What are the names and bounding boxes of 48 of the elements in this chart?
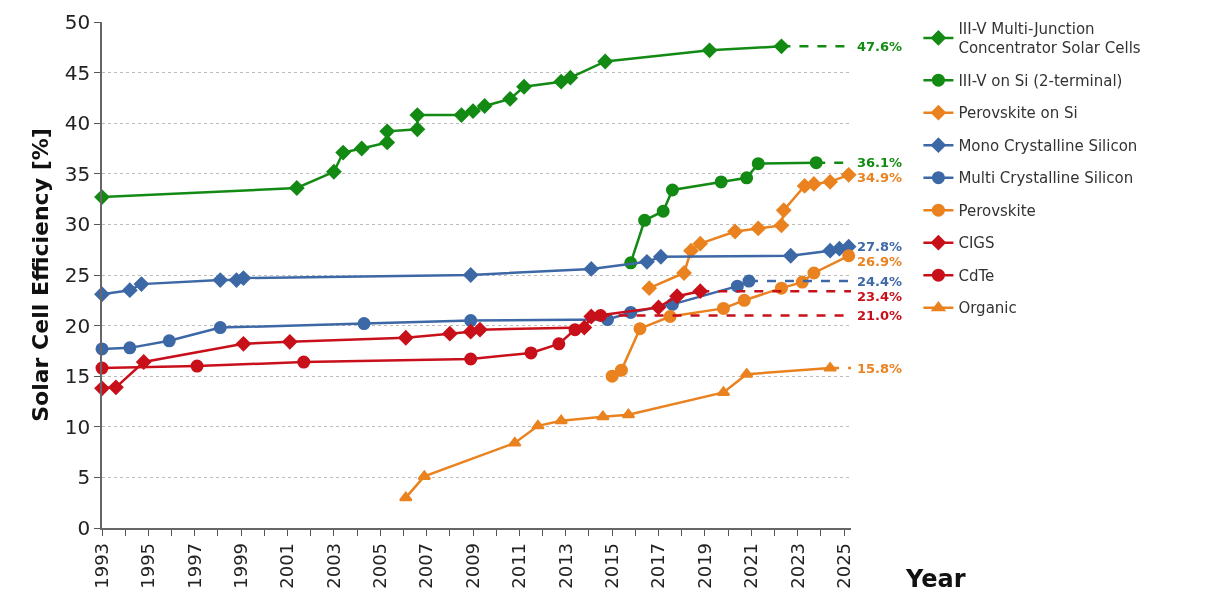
data-label: 26.9%: [857, 254, 903, 269]
x-axis-title: Year: [905, 565, 966, 593]
y-tick-label: 35: [64, 161, 91, 186]
data-label: 15.8%: [857, 361, 903, 376]
x-tick-label: 2009: [461, 542, 483, 589]
y-tick-label: 10: [64, 414, 91, 439]
y-tick-label: 5: [77, 465, 91, 490]
data-label: 34.9%: [857, 170, 903, 185]
data-label: 36.1%: [857, 155, 903, 170]
x-tick-label: 2013: [554, 542, 576, 589]
data-label: 27.8%: [857, 239, 903, 254]
data-label: 21.0%: [857, 308, 903, 323]
data-label: 47.6%: [857, 39, 903, 54]
x-tick-label: 2005: [369, 542, 391, 589]
x-tick-label: 1997: [183, 542, 205, 589]
x-tick-label: 2021: [740, 542, 762, 589]
y-tick-label: 20: [64, 313, 91, 338]
legend-label: III-V Multi-Junction Concentrator Solar Cells: [958, 19, 1141, 58]
legend-label: Perovskite: [958, 201, 1036, 220]
x-tick-label: 2017: [647, 542, 669, 589]
legend-label: Organic: [958, 299, 1017, 318]
legend-label: CIGS: [958, 234, 995, 253]
x-tick-label: 1993: [90, 542, 112, 589]
x-tick-label: 2015: [601, 542, 622, 589]
x-tick-label: 2003: [322, 542, 344, 589]
x-tick-label: 2007: [415, 542, 437, 589]
data-label: 23.4%: [857, 289, 903, 304]
x-tick-label: 2001: [276, 542, 298, 589]
data-label: 24.4%: [857, 274, 903, 289]
y-tick-label: 15: [64, 364, 91, 389]
y-tick-label: 25: [64, 263, 91, 287]
y-tick-label: 40: [64, 111, 91, 136]
legend-label: Multi Crystalline Silicon: [958, 169, 1134, 188]
y-tick-label: 50: [64, 10, 91, 34]
legend-label: Perovskite on Si: [958, 104, 1078, 123]
legend-label: Mono Crystalline Silicon: [958, 136, 1138, 155]
legend-label: CdTe: [958, 266, 995, 285]
y-axis-title: Solar Cell Efficiency [%]: [28, 128, 54, 422]
x-tick-label: 2011: [508, 542, 530, 589]
y-tick-label: 45: [64, 60, 91, 85]
x-tick-label: 2025: [832, 542, 854, 589]
legend-label: III-V on Si (2-terminal): [958, 71, 1123, 90]
x-tick-label: 1995: [137, 542, 159, 589]
x-tick-label: 1999: [229, 542, 251, 589]
y-tick-label: 0: [77, 516, 91, 540]
x-tick-label: 2019: [693, 542, 715, 589]
x-tick-label: 2023: [786, 542, 808, 589]
y-tick-label: 30: [64, 212, 91, 237]
